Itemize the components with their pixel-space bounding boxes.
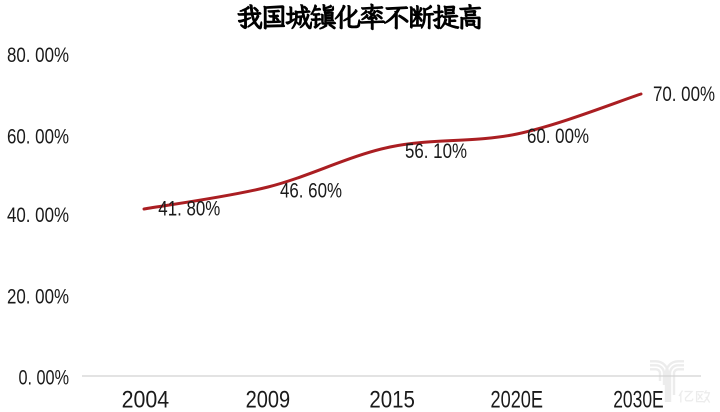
svg-text:60. 00%: 60. 00%	[527, 125, 589, 148]
svg-text:41. 80%: 41. 80%	[158, 198, 220, 221]
svg-text:2009: 2009	[246, 387, 291, 412]
svg-text:70. 00%: 70. 00%	[653, 83, 715, 106]
svg-text:2015: 2015	[369, 387, 415, 412]
svg-text:56. 10%: 56. 10%	[405, 140, 467, 163]
svg-text:2004: 2004	[122, 387, 170, 412]
svg-text:2030E: 2030E	[613, 387, 664, 412]
svg-text:0. 00%: 0. 00%	[19, 367, 70, 390]
svg-text:40. 00%: 40. 00%	[7, 204, 69, 227]
svg-text:2020E: 2020E	[491, 387, 544, 412]
svg-text:60. 00%: 60. 00%	[7, 126, 69, 149]
svg-text:46. 60%: 46. 60%	[280, 180, 342, 203]
svg-text:80. 00%: 80. 00%	[7, 44, 69, 67]
svg-text:20. 00%: 20. 00%	[7, 286, 69, 309]
